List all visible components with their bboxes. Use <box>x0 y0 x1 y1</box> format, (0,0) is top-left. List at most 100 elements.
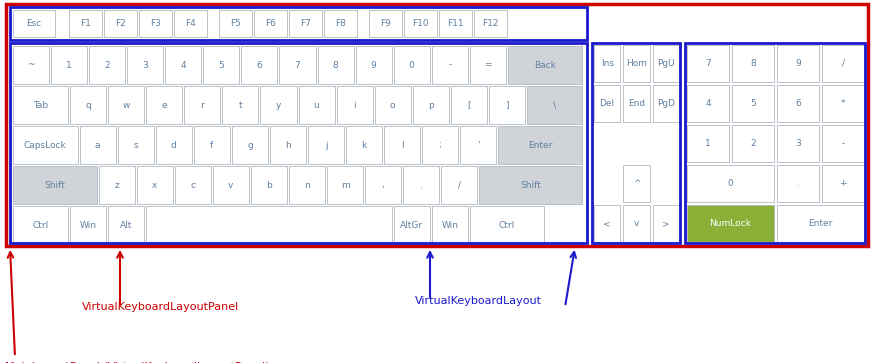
Bar <box>592 43 680 243</box>
Text: 8: 8 <box>750 59 756 68</box>
Text: -: - <box>841 139 845 148</box>
Text: MainLayoutPanel (VirtualKeyboardLayoutPanel): MainLayoutPanel (VirtualKeyboardLayoutPa… <box>5 362 269 363</box>
Bar <box>439 10 472 37</box>
Text: f: f <box>210 140 213 150</box>
Bar <box>652 85 679 122</box>
Bar <box>13 206 68 244</box>
Bar <box>685 43 865 243</box>
Text: 9: 9 <box>371 61 376 69</box>
Bar <box>624 205 650 242</box>
Text: +: + <box>839 179 847 188</box>
Bar <box>317 46 353 84</box>
Bar <box>624 85 650 122</box>
Text: VirtualKeyboardLayout: VirtualKeyboardLayout <box>415 296 542 306</box>
Text: =: = <box>484 61 492 69</box>
Text: 6: 6 <box>257 61 262 69</box>
Text: t: t <box>239 101 242 110</box>
Text: u: u <box>314 101 319 110</box>
Bar <box>369 10 402 37</box>
Text: v: v <box>634 219 639 228</box>
Bar <box>346 126 382 164</box>
Text: h: h <box>285 140 291 150</box>
Text: Ctrl: Ctrl <box>32 220 49 229</box>
Text: <: < <box>603 219 611 228</box>
Bar <box>431 206 467 244</box>
Text: ;: ; <box>438 140 442 150</box>
Text: End: End <box>628 99 645 108</box>
Text: Enter: Enter <box>528 140 553 150</box>
Bar <box>70 86 106 124</box>
Text: F10: F10 <box>412 19 429 28</box>
Text: w: w <box>123 101 130 110</box>
Text: Hom: Hom <box>626 59 647 68</box>
Text: AltGr: AltGr <box>400 220 424 229</box>
Text: 1: 1 <box>67 61 72 69</box>
Bar <box>337 86 373 124</box>
Text: v: v <box>228 180 233 189</box>
Bar <box>146 206 392 244</box>
Text: Win: Win <box>441 220 459 229</box>
Text: F6: F6 <box>265 19 276 28</box>
Bar <box>460 126 496 164</box>
Text: 7: 7 <box>295 61 301 69</box>
Text: Shift: Shift <box>520 180 541 189</box>
Bar <box>652 205 679 242</box>
Bar <box>687 85 729 122</box>
Bar <box>403 166 439 204</box>
Bar <box>280 46 316 84</box>
Text: 2: 2 <box>750 139 756 148</box>
Text: y: y <box>275 101 282 110</box>
Text: F2: F2 <box>115 19 126 28</box>
Text: F7: F7 <box>300 19 311 28</box>
Text: Ins: Ins <box>601 59 614 68</box>
Bar <box>527 86 582 124</box>
Text: 0: 0 <box>409 61 415 69</box>
Text: ^: ^ <box>632 179 640 188</box>
Bar <box>777 45 819 82</box>
Text: Esc: Esc <box>26 19 41 28</box>
Text: .: . <box>420 180 423 189</box>
Bar <box>777 165 819 202</box>
Bar <box>687 125 729 162</box>
Bar <box>404 10 437 37</box>
Text: 2: 2 <box>104 61 110 69</box>
Text: b: b <box>266 180 272 189</box>
Bar <box>260 86 296 124</box>
Text: ,: , <box>381 180 384 189</box>
Text: 3: 3 <box>142 61 148 69</box>
Bar <box>13 46 49 84</box>
Text: /: / <box>842 59 845 68</box>
Bar <box>251 166 287 204</box>
Text: Win: Win <box>80 220 96 229</box>
Text: 1: 1 <box>705 139 711 148</box>
Bar <box>384 126 420 164</box>
Text: s: s <box>133 140 138 150</box>
Bar <box>232 126 268 164</box>
Bar <box>298 86 334 124</box>
Text: F8: F8 <box>335 19 346 28</box>
Bar <box>777 85 819 122</box>
Text: CapsLock: CapsLock <box>24 140 67 150</box>
Text: F3: F3 <box>150 19 161 28</box>
Bar <box>69 10 102 37</box>
Text: Ctrl: Ctrl <box>499 220 515 229</box>
Bar <box>822 45 864 82</box>
Bar <box>822 125 864 162</box>
Bar <box>270 126 306 164</box>
Text: a: a <box>95 140 100 150</box>
Bar <box>308 126 344 164</box>
Text: F12: F12 <box>482 19 499 28</box>
Text: ]: ] <box>505 101 509 110</box>
Bar <box>241 46 277 84</box>
Bar <box>624 45 650 82</box>
Bar <box>365 166 401 204</box>
Text: 4: 4 <box>181 61 186 69</box>
Bar <box>413 86 449 124</box>
Bar <box>203 46 239 84</box>
Text: F5: F5 <box>230 19 241 28</box>
Text: g: g <box>247 140 253 150</box>
Text: 6: 6 <box>795 99 801 108</box>
Text: q: q <box>85 101 91 110</box>
Bar <box>480 166 582 204</box>
Bar <box>732 125 774 162</box>
